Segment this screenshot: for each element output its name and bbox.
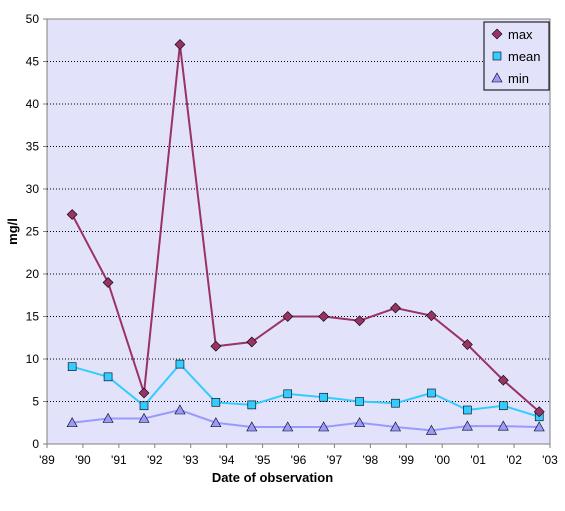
data-point-max xyxy=(533,406,545,418)
data-point-min xyxy=(389,421,402,432)
data-point-min xyxy=(174,404,186,415)
x-tick-label: '95 xyxy=(255,453,271,467)
data-point-min xyxy=(533,421,545,432)
x-tick-label: '01 xyxy=(470,453,486,467)
series-line-mean xyxy=(71,362,540,418)
legend-label-mean: mean xyxy=(508,49,541,64)
x-tick-label: '02 xyxy=(506,453,522,467)
x-tick-label: '89 xyxy=(39,453,55,467)
series-line-max xyxy=(71,44,540,413)
x-tick-label: '93 xyxy=(183,453,199,467)
data-point-mean xyxy=(67,362,77,371)
data-point-min xyxy=(318,421,330,432)
legend-marker-max xyxy=(491,28,503,40)
data-point-mean xyxy=(139,401,149,411)
series-mean xyxy=(67,359,544,422)
x-tick-label: '96 xyxy=(291,453,307,467)
y-tick-label: 30 xyxy=(26,182,40,196)
x-tick-label: '03 xyxy=(542,453,558,467)
y-tick-label: 50 xyxy=(26,12,40,26)
axes: 0 5 10 15 20 25 30 35 40 45 50 '89 '90 '91 '92 '93 '94 '9… xyxy=(26,12,559,467)
y-tick-label: 20 xyxy=(26,267,40,281)
data-point-min xyxy=(138,412,150,423)
data-point-min xyxy=(246,421,258,432)
data-point-min xyxy=(497,420,509,431)
x-tick-label: '00 xyxy=(434,453,450,467)
series-lines xyxy=(66,39,545,435)
x-tick-label: '98 xyxy=(363,453,379,467)
x-tick-label: '94 xyxy=(219,453,235,467)
data-point-mean xyxy=(498,401,508,411)
data-point-min xyxy=(425,424,437,435)
x-axis-title: Date of observation xyxy=(212,470,333,485)
series-min xyxy=(66,404,545,435)
data-point-max xyxy=(282,311,294,322)
data-point-mean xyxy=(355,397,364,406)
data-point-mean xyxy=(103,372,113,382)
data-point-max xyxy=(210,340,222,352)
data-point-mean xyxy=(391,398,400,408)
legend-marker-mean xyxy=(492,51,502,61)
data-point-mean xyxy=(463,405,472,415)
data-point-max xyxy=(66,209,78,220)
y-axis-title: mg/l xyxy=(5,218,20,245)
y-tick-label: 25 xyxy=(26,225,40,239)
data-point-max xyxy=(426,310,437,322)
legend-label-max: max xyxy=(508,27,533,42)
x-tick-label: '97 xyxy=(327,453,343,467)
y-tick-label: 10 xyxy=(26,352,40,366)
data-point-max xyxy=(174,39,186,50)
data-point-mean xyxy=(211,398,221,407)
y-tick-label: 45 xyxy=(26,55,40,69)
data-point-mean xyxy=(175,359,185,369)
data-point-min xyxy=(66,417,78,428)
y-tick-label: 0 xyxy=(32,437,39,451)
data-point-mean xyxy=(283,389,293,399)
data-point-mean xyxy=(247,400,257,410)
legend: max mean min xyxy=(483,21,550,91)
y-tick-label: 5 xyxy=(32,395,39,409)
legend-marker-min xyxy=(491,72,503,83)
plot-area xyxy=(46,18,551,445)
y-tick-label: 40 xyxy=(26,97,40,111)
data-point-max xyxy=(138,387,150,399)
x-tick-label: '92 xyxy=(147,453,163,467)
data-point-max xyxy=(102,277,114,288)
data-point-min xyxy=(282,421,294,432)
y-tick-label: 15 xyxy=(26,310,40,324)
x-tick-label: '99 xyxy=(398,453,414,467)
data-point-min xyxy=(102,412,114,423)
data-point-min xyxy=(461,420,473,431)
series-line-min xyxy=(72,408,540,432)
y-tick-label: 35 xyxy=(26,140,40,154)
legend-label-min: min xyxy=(508,71,529,86)
data-point-min xyxy=(210,417,222,428)
data-point-max xyxy=(390,302,401,314)
data-point-mean xyxy=(319,392,328,402)
data-point-max xyxy=(354,315,366,327)
x-tick-label: '90 xyxy=(75,453,91,467)
data-point-mean xyxy=(427,388,436,398)
series-max xyxy=(66,39,545,418)
data-point-max xyxy=(497,374,509,386)
data-point-max xyxy=(461,339,473,350)
data-point-min xyxy=(354,417,366,428)
data-point-max xyxy=(318,311,330,322)
x-tick-label: '91 xyxy=(111,453,127,467)
data-point-max xyxy=(246,336,258,348)
